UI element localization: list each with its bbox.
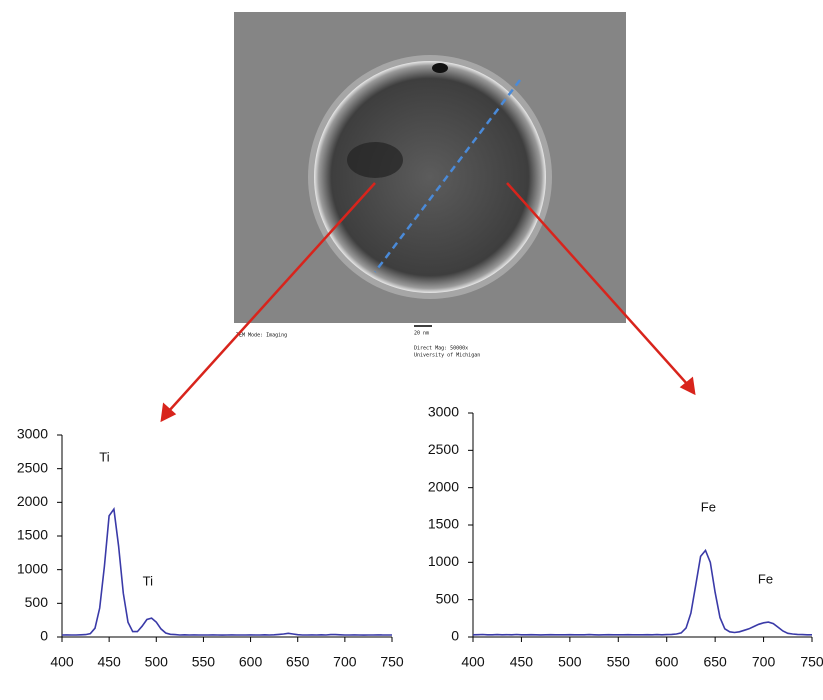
spectrum-line (61, 506, 392, 636)
arrow-head (679, 376, 696, 396)
x-tick-label: 400 (461, 654, 485, 670)
y-tick-label: 0 (451, 628, 459, 644)
x-tick-label: 450 (510, 654, 534, 670)
arrow (167, 182, 376, 413)
y-tick-label: 3000 (428, 404, 459, 420)
x-tick-label: 750 (380, 654, 404, 670)
scan-line (374, 79, 521, 273)
x-tick-label: 550 (607, 654, 631, 670)
x-tick-label: 600 (655, 654, 679, 670)
x-tick-label: 700 (752, 654, 776, 670)
annotation: Ti (143, 573, 153, 588)
y-tick-label: 1000 (17, 560, 48, 576)
y-tick-label: 2500 (428, 441, 459, 457)
caption: TEM Mode: Imaging (236, 333, 287, 339)
caption: University of Michigan (414, 353, 480, 359)
particle (314, 61, 546, 293)
dark-spot (432, 63, 448, 73)
arrow (506, 182, 689, 386)
y-tick-label: 500 (436, 590, 460, 606)
y-tick-label: 2000 (428, 478, 459, 494)
x-tick-label: 400 (50, 654, 74, 670)
y-tick-label: 2500 (17, 459, 48, 475)
y-tick-label: 1000 (428, 553, 459, 569)
x-tick-label: 600 (239, 654, 263, 670)
y-tick-label: 2000 (17, 493, 48, 509)
x-tick-label: 500 (145, 654, 169, 670)
y-tick-label: 0 (40, 628, 48, 644)
annotation: Fe (701, 499, 716, 514)
micrograph: TEM Mode: Imaging 20 nm Direct Mag: 5000… (234, 12, 626, 359)
arrows (160, 182, 696, 423)
arrow-head (160, 402, 177, 423)
annotation: Fe (758, 571, 773, 586)
dark-region (347, 142, 403, 178)
x-tick-label: 750 (800, 654, 823, 670)
y-tick-label: 3000 (17, 426, 48, 442)
x-tick-label: 450 (97, 654, 121, 670)
y-tick-label: 1500 (428, 516, 459, 532)
x-tick-label: 650 (703, 654, 727, 670)
spectrum-line (472, 548, 812, 636)
x-tick-label: 650 (286, 654, 310, 670)
x-tick-label: 550 (192, 654, 216, 670)
x-tick-label: 500 (558, 654, 582, 670)
y-tick-label: 500 (25, 594, 49, 610)
caption: 20 nm (414, 331, 429, 337)
x-tick-label: 700 (333, 654, 357, 670)
y-tick-label: 1500 (17, 527, 48, 543)
caption: Direct Mag: 50000x (414, 346, 468, 352)
annotation: Ti (99, 449, 109, 464)
